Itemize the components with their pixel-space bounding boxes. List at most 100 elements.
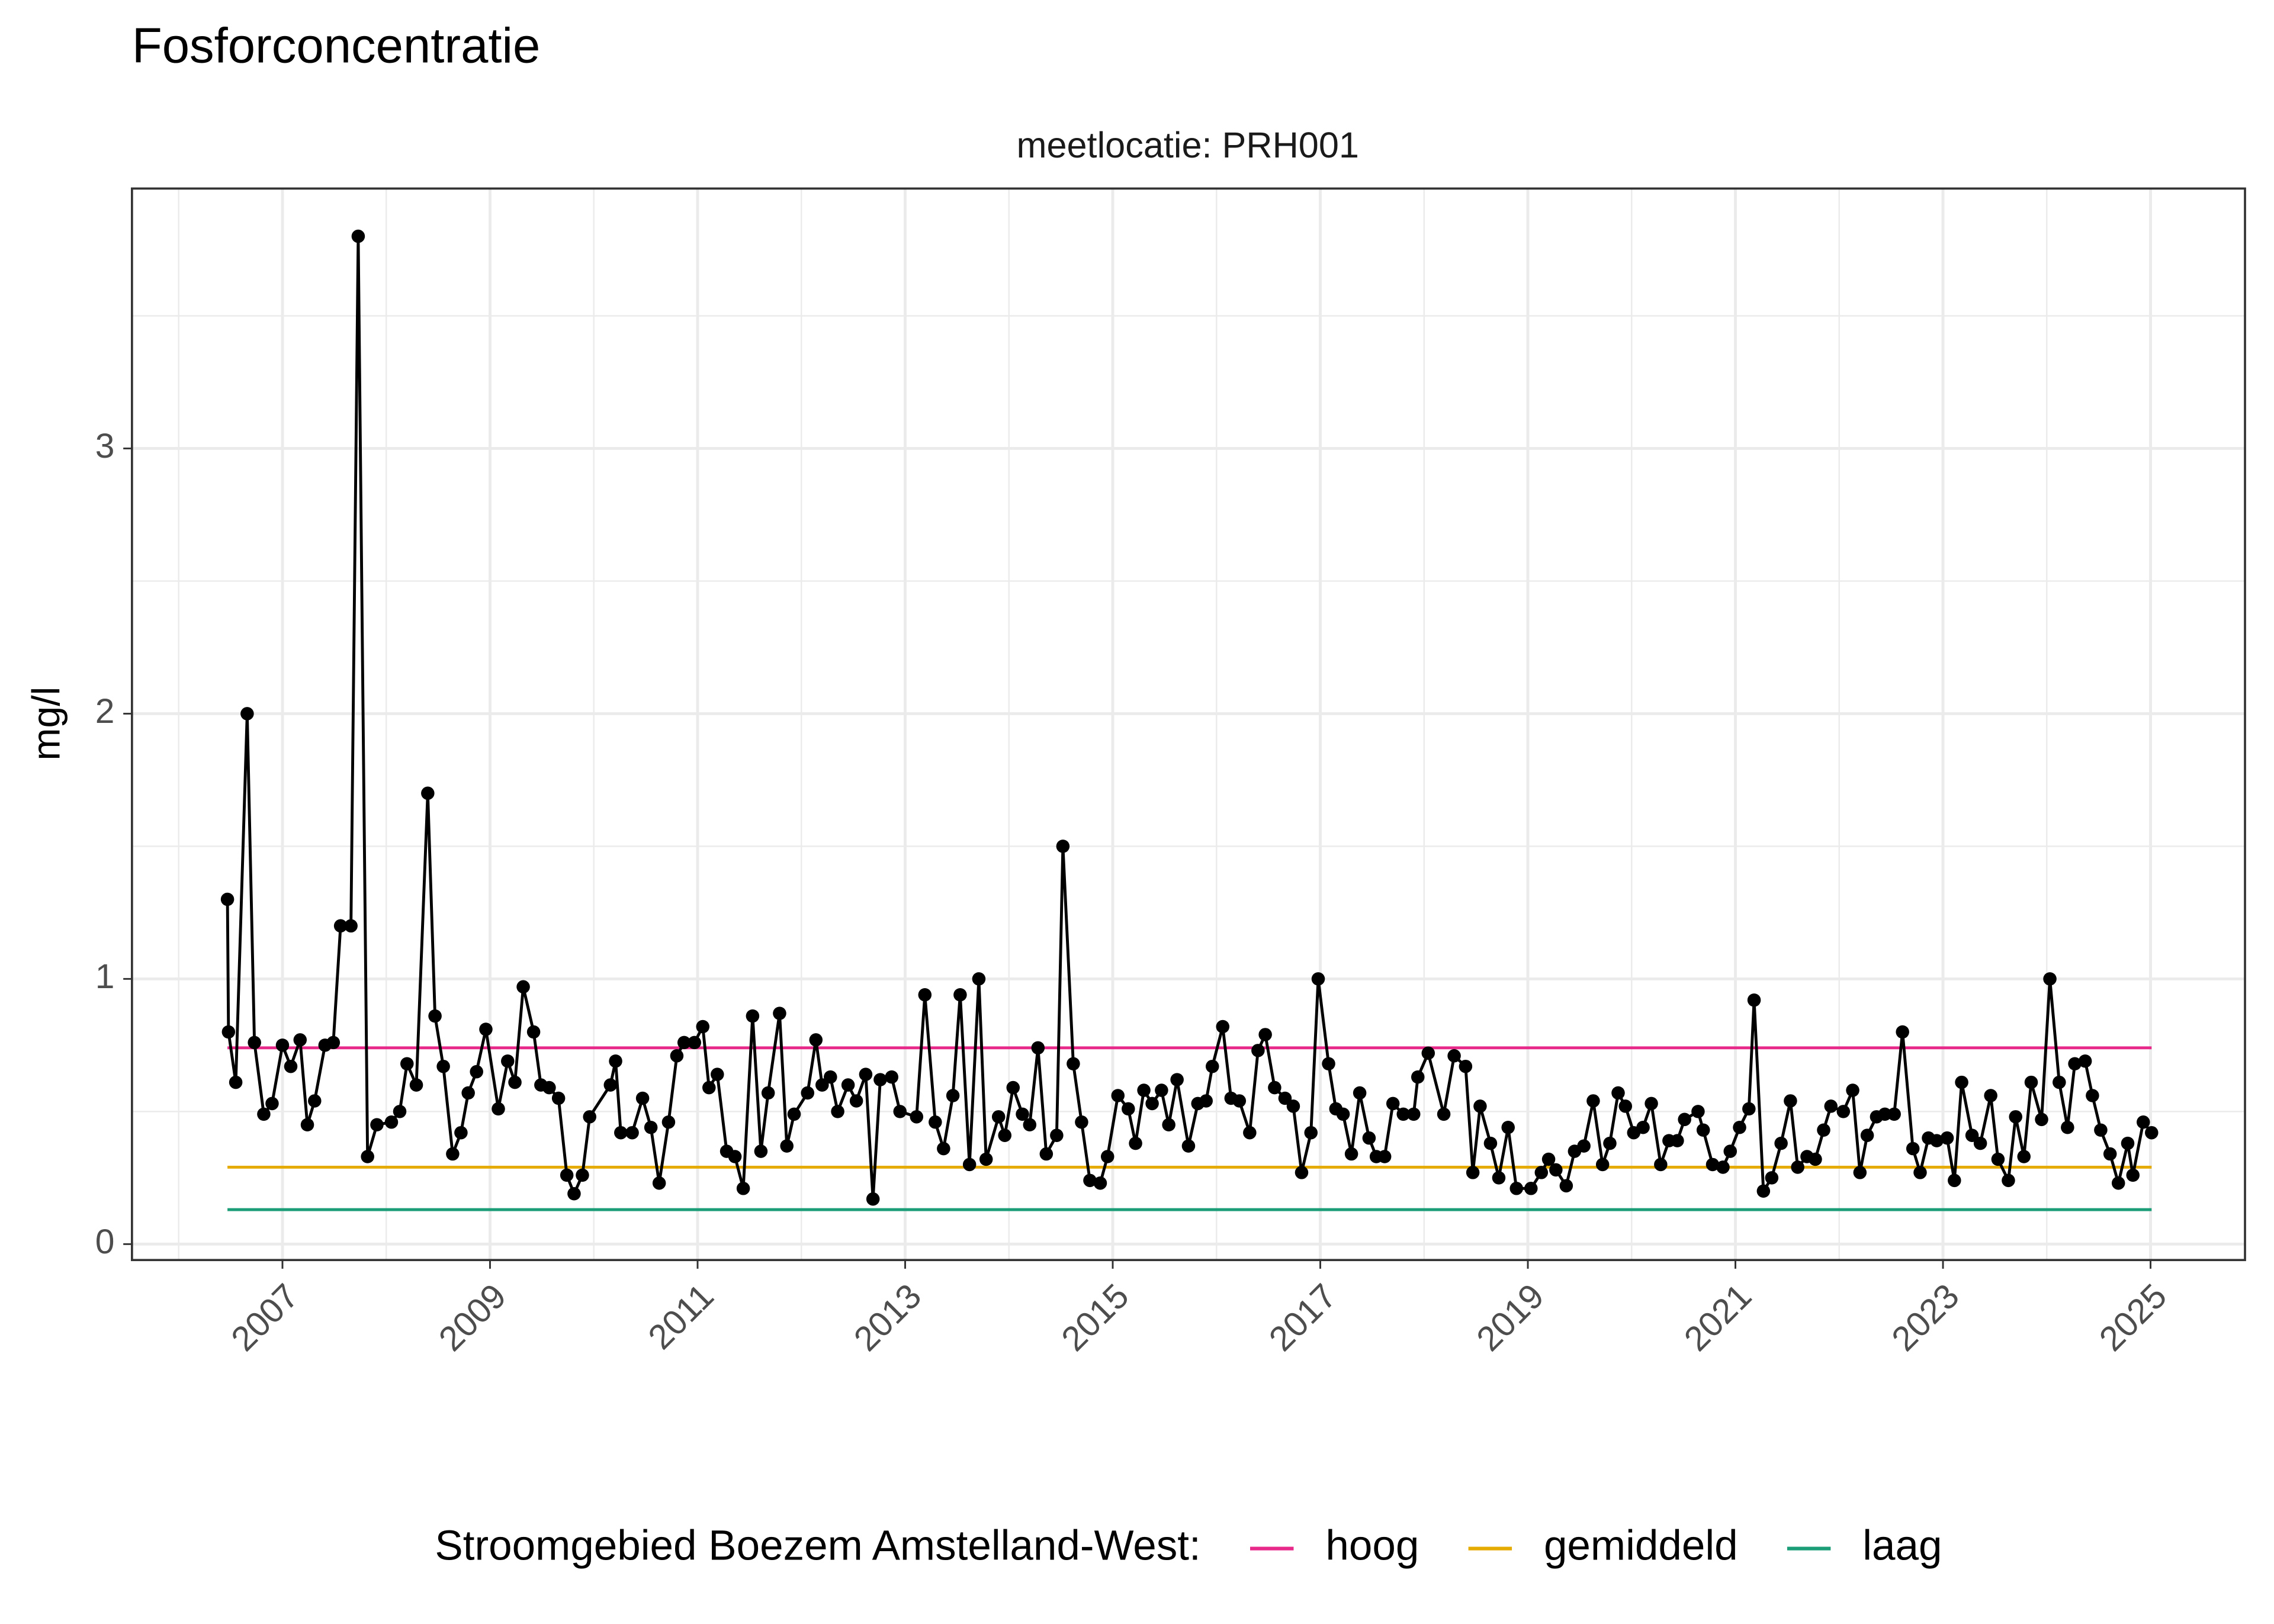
data-point [393,1105,407,1118]
data-point [446,1147,460,1161]
data-point [1137,1083,1151,1097]
data-point [918,988,932,1002]
data-point [1846,1083,1859,1097]
data-point [1765,1171,1779,1185]
data-point [1896,1025,1909,1039]
data-point [801,1086,815,1100]
data-point [1878,1107,1892,1121]
data-point [1067,1057,1080,1071]
data-point [2061,1120,2074,1134]
y-tick-label: 3 [95,427,115,465]
data-point [885,1070,898,1084]
data-point [1948,1173,1961,1188]
data-point [1654,1157,1668,1172]
data-point [1492,1171,1506,1185]
data-point [2145,1125,2159,1140]
data-point [1199,1094,1213,1108]
data-point [2017,1150,2031,1163]
legend-title: Stroomgebied Boezem Amstelland-West: [435,1522,1200,1569]
data-point [1466,1166,1480,1179]
data-point [635,1091,650,1105]
data-point [1618,1099,1633,1113]
data-point [1031,1041,1045,1055]
data-point [1251,1044,1265,1057]
data-point [1023,1118,1037,1132]
data-point [929,1115,942,1129]
data-point [1671,1134,1684,1147]
data-point [780,1139,794,1153]
data-point [661,1115,676,1129]
data-point [1549,1163,1563,1177]
data-point [284,1059,298,1073]
data-point [1278,1091,1292,1105]
data-point [728,1150,742,1163]
data-point [583,1110,596,1124]
y-tick-label: 0 [95,1223,115,1261]
data-point [2121,1136,2135,1150]
data-point [344,919,358,933]
data-point [677,1035,691,1050]
data-point [866,1192,880,1206]
data-point [1181,1139,1196,1153]
data-point [400,1057,414,1071]
data-point [1353,1086,1367,1100]
chart-subtitle: meetlocatie: PRH001 [1016,125,1358,165]
data-point [2094,1123,2108,1137]
data-point [1501,1120,1515,1134]
data-point [1411,1070,1425,1084]
chart-title: Fosforconcentratie [132,18,540,73]
data-point [1286,1099,1300,1113]
data-point [1696,1123,1710,1137]
legend-label: hoog [1325,1522,1419,1569]
data-point [1913,1166,1927,1179]
data-point [2068,1057,2082,1071]
data-point [1447,1049,1461,1063]
data-point [1887,1107,1901,1121]
data-point [1093,1176,1107,1190]
legend-item: hoog [1250,1522,1419,1569]
data-point [1406,1107,1421,1121]
data-point [461,1086,475,1100]
data-point [1853,1166,1867,1179]
data-point [1421,1046,1435,1060]
data-point [508,1075,522,1089]
data-point [436,1059,450,1073]
data-point [1809,1152,1822,1166]
legend-item: laag [1787,1522,1942,1569]
data-point [1524,1182,1538,1195]
data-point [1742,1102,1756,1116]
data-point [560,1168,574,1182]
data-point [470,1065,483,1079]
data-point [1817,1123,1830,1137]
data-point [625,1125,639,1140]
data-point [644,1120,658,1134]
data-point [384,1115,399,1129]
data-point [2103,1147,2117,1161]
data-point [1122,1102,1135,1116]
data-point [1050,1128,1064,1142]
data-point [873,1073,887,1086]
data-point [1691,1105,1705,1118]
data-point [2009,1110,2022,1124]
data-point [1336,1107,1350,1121]
data-point [1678,1112,1691,1127]
data-point [1083,1173,1097,1188]
data-point [1784,1094,1797,1108]
data-point [2137,1115,2150,1129]
data-point [308,1094,322,1108]
data-point [1304,1125,1318,1140]
data-point [1636,1120,1650,1134]
data-point [1243,1125,1257,1140]
data-point [333,919,348,933]
data-point [2126,1168,2140,1182]
data-point [696,1020,710,1034]
data-point [501,1054,515,1068]
data-point [265,1096,279,1111]
data-point [576,1168,589,1182]
data-point [1586,1094,1600,1108]
data-point [1006,1080,1020,1095]
data-point [702,1080,716,1095]
